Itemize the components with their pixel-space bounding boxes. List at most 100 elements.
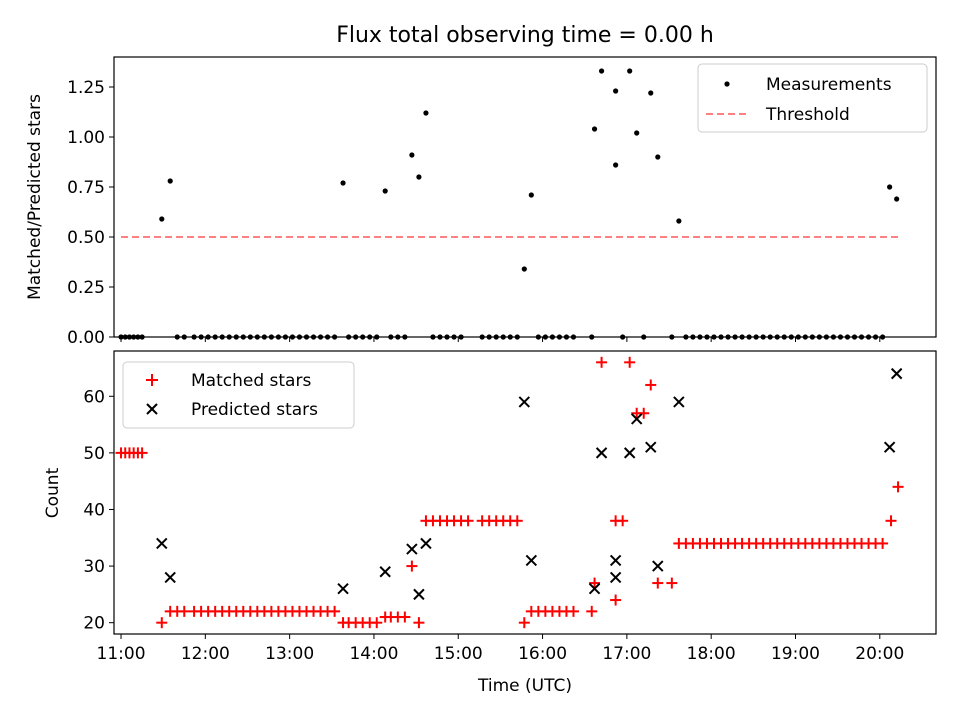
measurement-point [648,90,654,96]
measurement-point [423,110,429,116]
x-axis-label: Time (UTC) [477,676,572,696]
x-tick-label: 16:00 [518,644,567,664]
legend-predicted-label: Predicted stars [191,400,318,420]
predicted-star-marker [518,396,531,408]
matched-star-marker [371,617,383,629]
predicted-star-marker [673,396,685,408]
top-y-tick-label: 1.25 [67,78,105,98]
matched-star-marker [666,577,678,589]
predicted-star-marker [337,583,349,595]
bottom-axes-frame [113,350,937,635]
legend-matched-marker [146,374,158,386]
matched-star-marker [596,356,608,368]
matched-star-marker [885,515,897,527]
x-tick-label: 15:00 [434,644,483,664]
matched-star-marker [610,594,622,606]
x-tick-label: 14:00 [349,644,398,664]
matched-star-marker [638,407,650,419]
matched-star-marker [645,379,657,391]
measurement-point [676,218,682,224]
matched-star-marker [567,605,579,617]
bottom-legend: Matched stars Predicted stars [122,361,355,429]
predicted-star-marker [379,566,391,578]
measurement-point [591,126,598,132]
matched-star-marker [406,560,418,572]
top-axes-frame [113,56,937,338]
measurement-point [528,192,534,198]
matched-star-marker [877,537,889,549]
matched-star-marker [136,447,148,459]
bottom-y-tick-label: 30 [83,557,105,577]
top-y-ticks: 0.00 0.25 0.50 0.75 1.00 1.25 [67,78,114,348]
measurement-point [894,196,900,202]
matched-star-marker [511,515,523,527]
top-marks [118,68,901,340]
top-y-tick-label: 1.00 [67,128,105,148]
measurement-point [613,162,619,168]
top-legend-box [697,63,928,133]
measurement-point [613,88,619,94]
matched-star-marker [617,515,629,527]
x-tick-label: 12:00 [181,644,230,664]
top-y-tick-label: 0.00 [67,328,105,348]
bottom-y-tick-label: 40 [83,500,105,520]
predicted-star-marker [588,583,601,595]
bottom-legend-box [122,361,355,429]
measurement-point [887,184,893,190]
x-tick-label: 11:00 [97,644,146,664]
predicted-star-marker [406,543,418,555]
measurement-point [416,174,422,180]
measurement-point [634,130,640,136]
matched-star-marker [652,577,664,589]
predicted-star-marker [609,571,622,584]
top-legend: Measurements Threshold [697,63,928,133]
legend-measurements-marker [724,81,730,87]
measurement-point [167,178,173,184]
matched-star-marker [413,617,425,629]
predicted-star-marker [631,413,643,425]
predicted-star-marker [609,554,622,567]
bottom-y-axis-label: Count [43,467,63,518]
predicted-star-marker [883,441,896,453]
legend-predicted-marker [146,403,158,415]
predicted-star-marker [413,588,425,601]
x-tick-label: 20:00 [855,644,904,664]
legend-measurements-label: Measurements [766,75,892,95]
matched-star-marker [518,617,530,629]
matched-star-marker [178,605,190,617]
matched-star-marker [329,605,341,617]
bottom-y-tick-label: 20 [83,614,105,634]
bottom-x-ticks: 11:00 12:00 13:00 14:00 15:00 16:00 17:00 18:00… [97,634,904,664]
matched-star-marker [399,611,411,623]
predicted-star-marker [595,447,608,459]
bottom-marks [115,356,904,629]
matched-star-marker [156,617,168,629]
legend-matched-label: Matched stars [191,371,311,391]
top-y-axis-label: Matched/Predicted stars [25,94,45,300]
top-y-tick-label: 0.25 [67,278,105,298]
predicted-star-marker [652,560,664,572]
x-tick-label: 17:00 [602,644,651,664]
predicted-star-marker [164,571,176,584]
bottom-y-tick-label: 60 [83,387,105,407]
measurement-point [521,266,527,272]
legend-threshold-label: Threshold [765,105,850,125]
measurement-point [159,216,165,222]
bottom-y-ticks: 20 30 40 50 60 [83,387,114,634]
chart-title: Flux total observing time = 0.00 h [336,23,714,48]
measurement-point [627,68,633,74]
top-y-tick-label: 0.75 [67,178,105,198]
measurement-point [655,154,661,160]
measurement-point [382,188,388,194]
x-tick-label: 19:00 [771,644,820,664]
matched-star-marker [586,605,598,617]
predicted-star-marker [525,554,538,567]
top-x-ticks [120,337,881,342]
predicted-star-marker [156,537,168,550]
top-y-tick-label: 0.50 [67,228,105,248]
predicted-star-marker [623,447,636,459]
measurement-point [409,152,415,158]
measurement-point [598,68,605,74]
x-tick-label: 13:00 [265,644,314,664]
